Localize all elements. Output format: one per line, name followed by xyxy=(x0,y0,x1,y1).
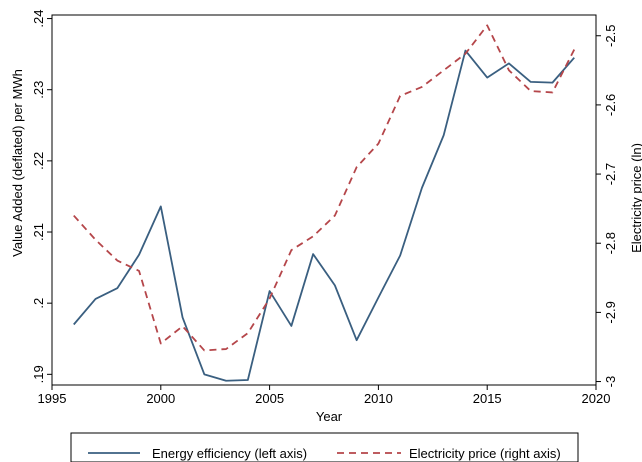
y-right-tick-label: -2.5 xyxy=(603,25,618,47)
y-left-tick-label: .23 xyxy=(31,81,46,99)
y-left-tick-label: .19 xyxy=(31,365,46,383)
series-line-energy-efficiency xyxy=(73,49,575,382)
x-tick-label: 1995 xyxy=(38,391,67,406)
y-axis-left-title: Value Added (deflated) per MWh xyxy=(10,69,25,257)
y-right-tick-label: -3 xyxy=(603,376,618,388)
y-right-tick-label: -2.6 xyxy=(603,94,618,116)
x-tick-label: 2005 xyxy=(255,391,284,406)
series-group xyxy=(73,24,576,382)
legend-label-electricity-price: Electricity price (right axis) xyxy=(409,446,561,461)
y-right-tick-label: -2.8 xyxy=(603,232,618,254)
x-tick-label: 2020 xyxy=(582,391,611,406)
y-left-tick-label: .24 xyxy=(31,10,46,28)
plot-area xyxy=(51,14,597,386)
y-right-tick-label: -2.7 xyxy=(603,163,618,185)
x-tick-label: 2000 xyxy=(146,391,175,406)
legend: Energy efficiency (left axis) Electricit… xyxy=(70,432,579,462)
x-tick-label: 2010 xyxy=(364,391,393,406)
y-left-tick-label: .21 xyxy=(31,223,46,241)
y-left-tick-label: .2 xyxy=(31,298,46,309)
y-axis-left: .19 .2 .21 .22 .23 .24 xyxy=(31,10,52,383)
legend-box xyxy=(70,432,579,462)
y-left-tick-label: .22 xyxy=(31,152,46,170)
x-axis: 1995 2000 2005 2010 2015 2020 xyxy=(38,385,611,406)
x-tick-label: 2015 xyxy=(473,391,502,406)
x-axis-title: Year xyxy=(316,409,343,424)
y-right-tick-label: -2.9 xyxy=(603,301,618,323)
legend-label-energy-efficiency: Energy efficiency (left axis) xyxy=(152,446,307,461)
series-line-electricity-price xyxy=(73,24,576,352)
y-axis-right-title: Electricity price (ln) xyxy=(629,143,642,253)
plot-frame xyxy=(51,14,597,386)
y-axis-right: -3 -2.9 -2.8 -2.7 -2.6 -2.5 xyxy=(596,25,618,388)
